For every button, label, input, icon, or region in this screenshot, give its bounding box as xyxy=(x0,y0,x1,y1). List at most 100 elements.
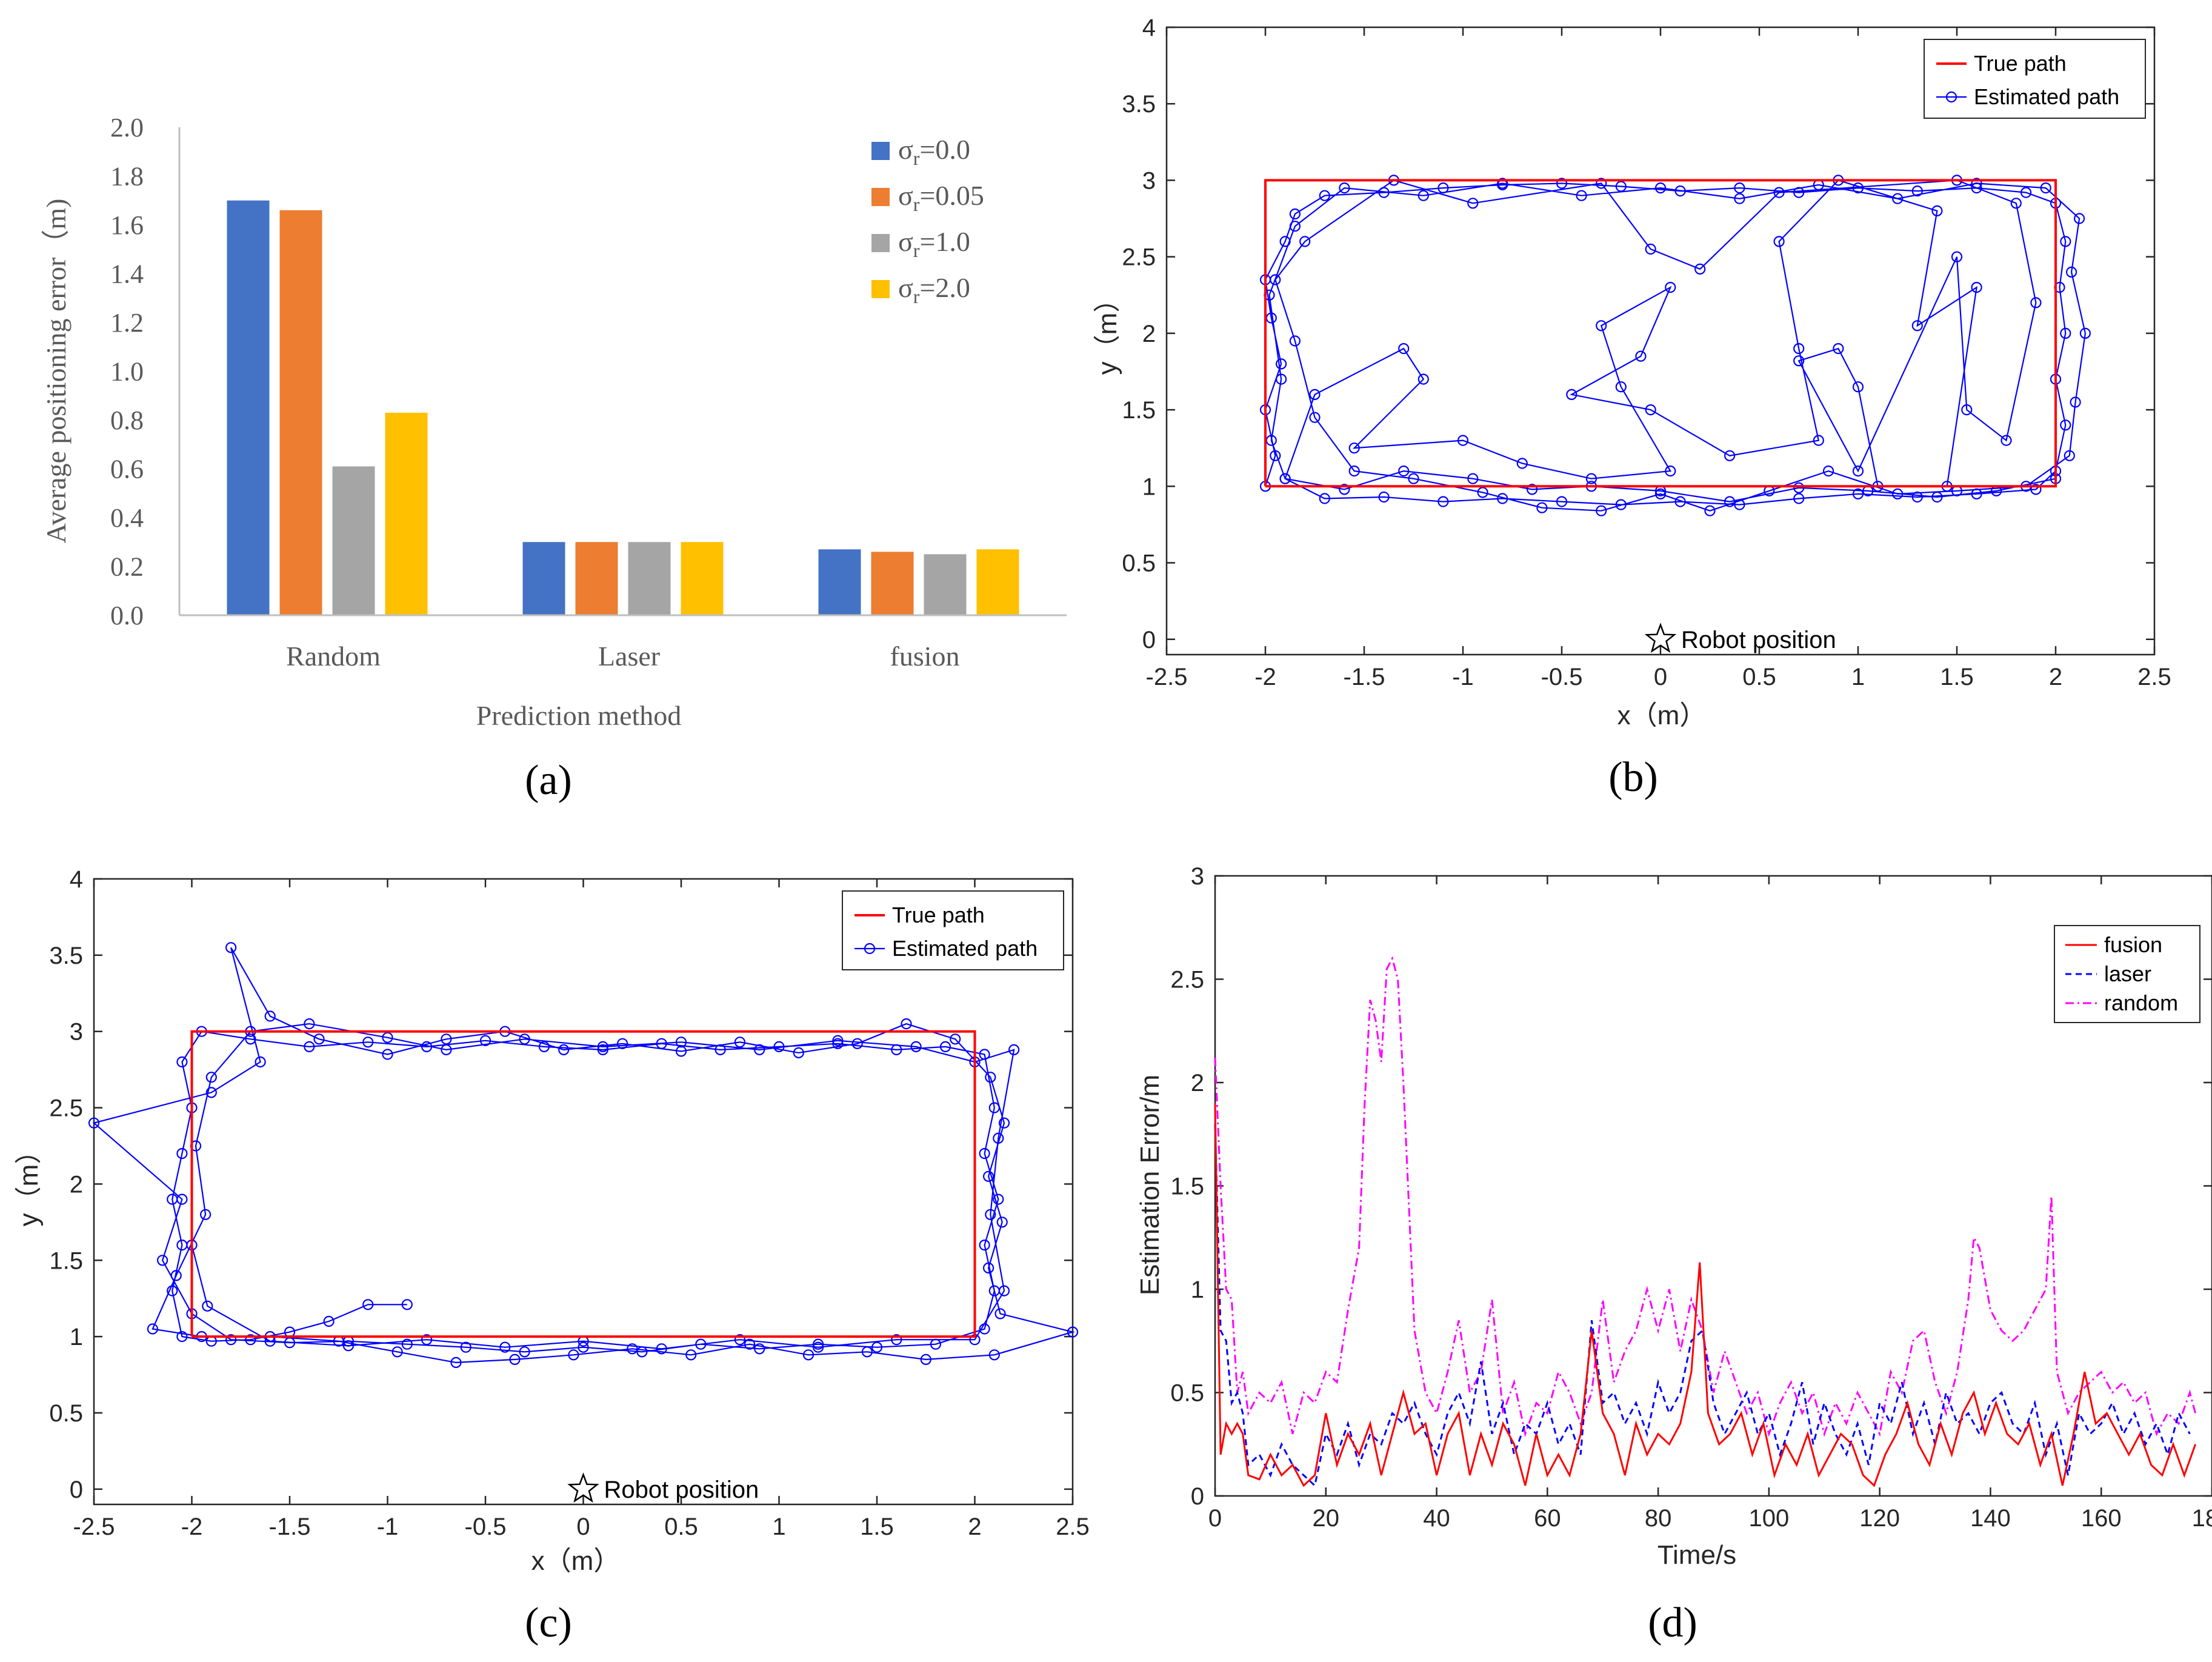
panel-label-d: (d) xyxy=(1648,1600,1697,1646)
a-y-tick-label: 0.6 xyxy=(110,455,144,484)
a-category-label: fusion xyxy=(890,641,960,672)
b-x-axis-label: x（m） xyxy=(1617,701,1707,730)
a-y-tick-label: 0.4 xyxy=(110,503,144,533)
d-legend-label-fusion: fusion xyxy=(2104,932,2162,957)
c-estimated-path-marker xyxy=(264,1010,276,1022)
b-estimated-path-marker xyxy=(1645,243,1656,255)
c-estimated-path-marker xyxy=(401,1338,413,1350)
c-estimated-path-marker xyxy=(167,1285,178,1297)
b-estimated-path-marker xyxy=(1556,496,1568,507)
d-y-tick-label: 2 xyxy=(1191,1070,1204,1096)
d-x-tick-label: 120 xyxy=(1859,1505,1900,1532)
c-estimated-path-marker xyxy=(695,1338,707,1350)
panel-label-b: (b) xyxy=(1608,754,1658,801)
b-estimated-path-marker xyxy=(1773,187,1785,198)
d-x-tick-label: 0 xyxy=(1208,1505,1222,1532)
b-estimated-path-marker xyxy=(1348,442,1360,454)
b-x-tick-label: 1 xyxy=(1851,664,1865,690)
c-estimated-path-marker xyxy=(225,1334,237,1346)
c-estimated-path-marker xyxy=(871,1341,883,1353)
a-bar-fusion-0 xyxy=(818,549,861,615)
b-estimated-path-marker xyxy=(1467,198,1479,209)
a-legend-label: σr=0.0 xyxy=(898,134,970,169)
c-x-tick-label: 0.5 xyxy=(664,1513,698,1540)
b-estimated-path-marker xyxy=(1971,182,1982,194)
b-estimated-path-marker xyxy=(1467,473,1479,484)
b-estimated-path-marker xyxy=(1279,473,1291,484)
b-x-tick-label: -2.5 xyxy=(1146,664,1188,690)
d-tick-labels: 0 20 40 60 80 100 120 140 160 180 0 0.5 1 1.5 2 2.5 3 xyxy=(1170,863,2212,1532)
c-estimated-path-marker xyxy=(993,1132,1004,1144)
b-estimated-path-marker xyxy=(1704,505,1716,516)
d-x-tick-label: 60 xyxy=(1534,1505,1561,1532)
c-estimated-path-marker xyxy=(734,1334,746,1346)
c-estimated-path-marker xyxy=(597,1044,608,1056)
b-estimated-path-marker xyxy=(1319,493,1330,504)
c-estimated-path-marker xyxy=(304,1018,315,1030)
c-estimated-path-marker xyxy=(979,1147,990,1160)
d-x-tick-label: 80 xyxy=(1645,1505,1672,1532)
a-bar-random-0 xyxy=(227,200,270,615)
a-y-tick-label: 2.0 xyxy=(110,113,144,142)
c-estimated-path-marker xyxy=(205,1072,217,1083)
c-estimated-path-marker xyxy=(170,1270,182,1281)
b-estimated-path-marker xyxy=(1793,342,1805,355)
b-y-tick-label: 0.5 xyxy=(1122,550,1156,577)
b-x-tick-label: 0.5 xyxy=(1742,664,1776,690)
b-estimated-path-marker xyxy=(1348,465,1360,477)
b-y-tick-label: 1.5 xyxy=(1122,397,1156,424)
c-estimated-path-marker xyxy=(930,1338,942,1350)
b-y-tick-label: 2 xyxy=(1142,321,1156,347)
b-estimated-path-marker xyxy=(1931,491,1943,503)
b-estimated-path-marker xyxy=(1931,205,1943,216)
b-estimated-path-marker xyxy=(1724,496,1736,507)
b-estimated-path-marker xyxy=(1596,320,1607,332)
c-estimated-path-marker xyxy=(1067,1326,1079,1338)
c-estimated-path-marker xyxy=(421,1334,433,1346)
c-estimated-path-marker xyxy=(979,1049,990,1060)
d-y-tick-label: 0 xyxy=(1191,1483,1204,1510)
c-estimated-path-marker xyxy=(998,1117,1010,1129)
c-estimated-path-marker xyxy=(441,1033,452,1045)
b-estimated-path-marker xyxy=(1615,381,1627,393)
b-x-tick-label: 2 xyxy=(2049,664,2062,690)
b-estimated-path-marker xyxy=(1566,389,1577,401)
c-estimated-path-marker xyxy=(391,1346,403,1358)
a-y-tick-label: 1.4 xyxy=(110,259,144,289)
a-bar-laser-0 xyxy=(522,542,565,615)
a-y-tick-label: 0.0 xyxy=(110,601,144,630)
c-estimated-path-marker xyxy=(985,1209,996,1220)
c-estimated-path-marker xyxy=(382,1049,393,1060)
b-estimated-path-marker xyxy=(1516,458,1528,469)
b-x-tick-label: 1.5 xyxy=(1940,664,1974,690)
b-legend: True path Estimated path xyxy=(1924,39,2146,119)
a-legend-swatch xyxy=(871,188,890,206)
c-estimated-path-marker xyxy=(734,1036,746,1048)
c-estimated-path-marker xyxy=(950,1033,961,1045)
b-estimated-path-marker xyxy=(1793,482,1805,493)
c-y-tick-label: 0 xyxy=(70,1477,83,1503)
c-estimated-path-marker xyxy=(509,1353,521,1365)
c-estimated-path-marker xyxy=(401,1299,413,1310)
b-estimated-path-marker xyxy=(1289,335,1301,347)
c-estimated-path-marker xyxy=(616,1038,628,1049)
c-estimated-path-marker xyxy=(685,1349,697,1361)
c-estimated-path-marker xyxy=(176,1331,188,1343)
b-estimated-path-marker xyxy=(2060,419,2071,431)
c-plot-area xyxy=(93,878,1074,1506)
a-category-label: Random xyxy=(286,641,381,672)
c-estimated-path-marker xyxy=(205,1087,217,1098)
c-estimated-path-marker xyxy=(460,1341,471,1353)
a-category-label: Laser xyxy=(598,641,660,672)
a-bar-fusion-1 xyxy=(871,552,914,615)
b-estimated-path-marker xyxy=(1892,193,1904,204)
b-estimated-path-marker xyxy=(1694,263,1706,275)
b-estimated-path-marker xyxy=(1309,412,1321,423)
b-tick-labels: -2.5 -2 -1.5 -1 -0.5 0 0.5 1 1.5 2 2.5 0 0.5 1 1.5 2 2.5… xyxy=(1122,15,2171,690)
c-estimated-path-marker xyxy=(627,1343,638,1355)
c-estimated-path-marker xyxy=(342,1340,355,1352)
b-estimated-path-marker xyxy=(1892,488,1904,500)
b-estimated-path-marker xyxy=(2074,213,2085,224)
c-estimated-path-marker xyxy=(284,1337,296,1349)
d-random-line xyxy=(1214,956,2197,1438)
